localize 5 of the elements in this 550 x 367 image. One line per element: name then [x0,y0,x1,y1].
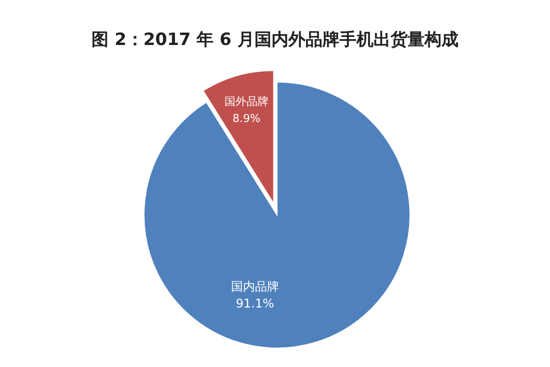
data-label: 8.9% [232,112,261,125]
chart-title: 图 2：2017 年 6 月国内外品牌手机出货量构成 [92,30,458,50]
slice-label: 国外品牌 [224,94,269,108]
data-label: 91.1% [236,296,274,310]
slice-label: 国内品牌 [230,279,279,294]
